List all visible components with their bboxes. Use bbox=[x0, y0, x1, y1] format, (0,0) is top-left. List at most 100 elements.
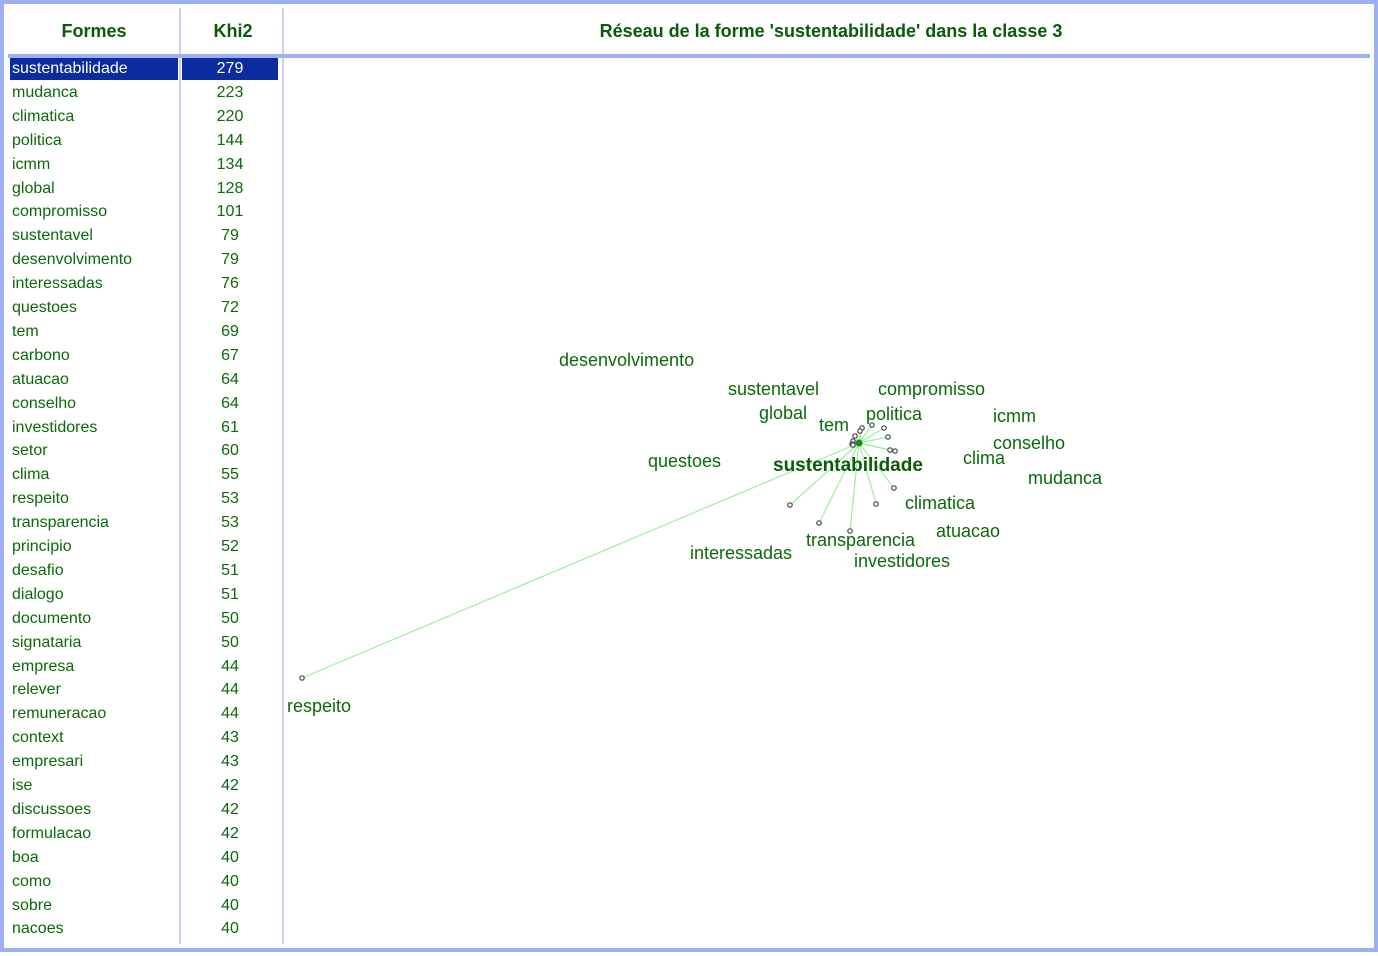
khi2-cell[interactable]: 53 bbox=[221, 490, 239, 508]
form-cell[interactable]: discussoes bbox=[12, 800, 92, 818]
form-cell[interactable]: ise bbox=[12, 777, 33, 794]
khi2-cell[interactable]: 40 bbox=[221, 872, 239, 890]
form-cell[interactable]: empresa bbox=[12, 657, 75, 675]
khi2-cell[interactable]: 50 bbox=[221, 609, 239, 627]
node-label: global bbox=[759, 403, 807, 423]
form-cell[interactable]: setor bbox=[12, 442, 48, 460]
edge bbox=[858, 442, 895, 489]
khi2-cell[interactable]: 144 bbox=[216, 131, 244, 149]
khi2-cell[interactable]: 42 bbox=[221, 800, 239, 818]
khi2-cell[interactable]: 51 bbox=[221, 561, 239, 579]
khi2-cell[interactable]: 52 bbox=[221, 538, 239, 555]
form-cell[interactable]: sustentavel bbox=[12, 227, 93, 245]
form-cell[interactable]: principio bbox=[12, 538, 72, 555]
khi2-cell[interactable]: 50 bbox=[221, 633, 239, 651]
khi2-cell[interactable]: 42 bbox=[221, 824, 239, 842]
form-cell[interactable]: conselho bbox=[12, 394, 77, 412]
form-cell[interactable]: desafio bbox=[12, 561, 64, 579]
form-cell[interactable]: interessadas bbox=[12, 275, 103, 293]
khi2-cell[interactable]: 40 bbox=[221, 848, 239, 866]
form-cell[interactable]: context bbox=[12, 729, 64, 747]
form-cell[interactable]: sustentabilidade bbox=[10, 58, 178, 80]
node-dot bbox=[787, 502, 793, 508]
node-label: climatica bbox=[905, 493, 976, 513]
form-cell[interactable]: investidores bbox=[12, 418, 98, 436]
form-cell[interactable]: mudanca bbox=[12, 83, 78, 101]
node-dot bbox=[873, 501, 879, 507]
column-divider bbox=[282, 8, 284, 944]
node-label: mudanca bbox=[1028, 468, 1103, 488]
khi2-cell[interactable]: 223 bbox=[216, 83, 244, 101]
form-cell[interactable]: relever bbox=[12, 681, 61, 699]
form-cell[interactable]: tem bbox=[12, 322, 39, 340]
khi2-cell[interactable]: 51 bbox=[221, 585, 239, 603]
khi2-cell[interactable]: 60 bbox=[221, 442, 239, 460]
form-cell[interactable]: climatica bbox=[12, 107, 75, 125]
khi2-cell[interactable]: 220 bbox=[216, 107, 244, 125]
form-cell[interactable]: boa bbox=[12, 848, 39, 866]
form-cell[interactable]: sobre bbox=[12, 896, 53, 914]
khi2-cell[interactable]: 55 bbox=[221, 466, 239, 484]
khi2-cell[interactable]: 44 bbox=[221, 657, 239, 675]
khi2-cell[interactable]: 128 bbox=[216, 179, 244, 197]
khi2-cell[interactable]: 79 bbox=[221, 227, 239, 245]
edge bbox=[858, 427, 885, 444]
form-cell[interactable]: desenvolvimento bbox=[12, 251, 133, 269]
khi2-cell[interactable]: 42 bbox=[221, 777, 239, 794]
khi2-cell[interactable]: 79 bbox=[221, 251, 239, 269]
form-cell[interactable]: icmm bbox=[12, 155, 51, 173]
column-header[interactable]: Formes bbox=[61, 21, 127, 41]
khi2-cell[interactable]: 44 bbox=[221, 681, 239, 699]
form-cell[interactable]: politica bbox=[12, 131, 62, 149]
node-dot bbox=[869, 422, 875, 428]
node-label: tem bbox=[819, 415, 849, 435]
form-cell[interactable]: transparencia bbox=[12, 514, 109, 532]
form-cell[interactable]: compromisso bbox=[12, 203, 108, 221]
khi2-cell[interactable]: 53 bbox=[221, 514, 239, 532]
edge bbox=[818, 442, 860, 524]
khi2-cell[interactable]: 72 bbox=[221, 299, 239, 316]
node-dot bbox=[852, 433, 858, 439]
form-cell[interactable]: carbono bbox=[12, 346, 70, 364]
khi2-cell[interactable]: 134 bbox=[216, 155, 244, 173]
form-cell[interactable]: clima bbox=[12, 466, 50, 484]
form-cell[interactable]: remuneracao bbox=[12, 705, 107, 723]
form-cell[interactable]: formulacao bbox=[12, 824, 92, 842]
node-label: compromisso bbox=[878, 379, 985, 399]
node-label: respeito bbox=[287, 696, 351, 716]
khi2-cell[interactable]: 64 bbox=[221, 394, 239, 412]
khi2-cell[interactable]: 40 bbox=[221, 920, 239, 938]
node-dot bbox=[850, 442, 856, 448]
form-cell[interactable]: signataria bbox=[12, 633, 82, 651]
khi2-cell[interactable]: 43 bbox=[221, 753, 239, 771]
khi2-cell[interactable]: 101 bbox=[216, 203, 244, 221]
form-cell[interactable]: atuacao bbox=[12, 370, 69, 388]
form-cell[interactable]: documento bbox=[12, 609, 92, 627]
form-cell[interactable]: respeito bbox=[12, 490, 69, 508]
khi2-cell[interactable]: 69 bbox=[221, 322, 239, 340]
form-cell[interactable]: dialogo bbox=[12, 585, 64, 603]
khi2-cell[interactable]: 67 bbox=[221, 346, 239, 364]
node-dot bbox=[881, 425, 887, 431]
form-cell[interactable]: global bbox=[12, 179, 55, 197]
khi2-cell[interactable]: 279 bbox=[182, 58, 278, 80]
khi2-cell[interactable]: 44 bbox=[221, 705, 239, 723]
node-label: conselho bbox=[993, 433, 1065, 453]
form-cell[interactable]: nacoes bbox=[12, 920, 64, 938]
khi2-cell[interactable]: 43 bbox=[221, 729, 239, 747]
node-dot bbox=[847, 528, 853, 534]
edge bbox=[849, 442, 860, 532]
form-cell[interactable]: como bbox=[12, 872, 52, 890]
column-divider bbox=[179, 8, 181, 944]
column-header[interactable]: Khi2 bbox=[213, 21, 253, 41]
form-cell[interactable]: empresari bbox=[12, 753, 84, 771]
center-dot bbox=[855, 439, 863, 447]
khi2-cell[interactable]: 64 bbox=[221, 370, 239, 388]
khi2-cell[interactable]: 76 bbox=[221, 275, 239, 293]
khi2-cell[interactable]: 40 bbox=[221, 896, 239, 914]
khi2-cell[interactable]: 61 bbox=[221, 418, 239, 436]
edge bbox=[858, 424, 873, 444]
graph-title: Réseau de la forme 'sustentabilidade' da… bbox=[599, 21, 1063, 41]
form-cell[interactable]: questoes bbox=[12, 299, 77, 316]
